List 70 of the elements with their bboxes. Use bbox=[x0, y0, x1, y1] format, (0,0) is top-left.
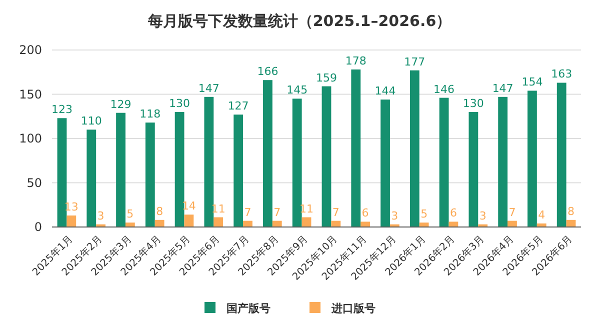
bar bbox=[145, 122, 155, 227]
data-label: 154 bbox=[522, 76, 543, 89]
bar bbox=[528, 90, 537, 227]
bar bbox=[154, 220, 164, 227]
data-label: 7 bbox=[244, 206, 252, 219]
bar bbox=[322, 86, 332, 227]
data-label: 123 bbox=[51, 103, 72, 116]
bar bbox=[263, 80, 272, 227]
bar bbox=[351, 69, 361, 227]
data-label: 7 bbox=[332, 206, 340, 219]
bar bbox=[380, 100, 390, 227]
bar bbox=[125, 222, 135, 227]
data-label: 4 bbox=[538, 208, 546, 222]
bar bbox=[419, 222, 429, 227]
data-label: 177 bbox=[404, 55, 426, 68]
data-label: 147 bbox=[492, 82, 514, 95]
data-label: 8 bbox=[568, 204, 575, 218]
data-label: 5 bbox=[126, 208, 134, 221]
bar bbox=[292, 98, 302, 227]
legend-label: 国产版号 bbox=[226, 302, 270, 315]
data-label: 144 bbox=[374, 84, 396, 98]
bar bbox=[66, 215, 76, 227]
y-tick-label: 50 bbox=[26, 176, 42, 190]
y-tick-label: 200 bbox=[19, 43, 42, 58]
data-label: 6 bbox=[450, 206, 457, 220]
bar bbox=[498, 96, 508, 227]
bar bbox=[360, 222, 370, 227]
data-label: 3 bbox=[391, 209, 398, 222]
data-label: 147 bbox=[198, 82, 220, 95]
bar bbox=[410, 70, 420, 227]
data-label: 130 bbox=[462, 96, 484, 110]
data-label: 146 bbox=[434, 82, 455, 96]
data-label: 7 bbox=[274, 206, 281, 219]
data-label: 127 bbox=[228, 100, 249, 113]
bar bbox=[116, 112, 126, 227]
bar bbox=[439, 98, 449, 227]
data-label: 178 bbox=[345, 54, 366, 68]
data-label: 8 bbox=[156, 204, 164, 218]
bar bbox=[214, 217, 224, 227]
bar bbox=[508, 220, 517, 227]
data-label: 110 bbox=[80, 114, 102, 128]
bar bbox=[184, 214, 194, 227]
bar bbox=[448, 222, 458, 227]
bar bbox=[331, 220, 341, 227]
y-tick-label: 100 bbox=[19, 132, 42, 146]
data-label: 166 bbox=[257, 65, 278, 78]
data-label: 3 bbox=[479, 209, 486, 222]
bar bbox=[57, 118, 67, 227]
bar bbox=[204, 96, 214, 227]
bar bbox=[243, 220, 252, 227]
bar bbox=[234, 114, 244, 227]
data-label: 159 bbox=[316, 71, 337, 84]
bar bbox=[468, 112, 478, 227]
data-label: 145 bbox=[286, 84, 308, 97]
bar bbox=[272, 220, 282, 227]
data-label: 3 bbox=[97, 209, 104, 222]
data-label: 5 bbox=[420, 208, 428, 221]
data-label: 163 bbox=[551, 68, 572, 81]
data-label: 129 bbox=[110, 98, 132, 111]
chart-title: 每月版号下发数量统计（2025.1–2026.6） bbox=[146, 12, 452, 30]
data-label: 118 bbox=[140, 108, 161, 121]
bar bbox=[174, 112, 184, 227]
data-label: 7 bbox=[508, 206, 516, 219]
bar bbox=[86, 130, 96, 227]
bar bbox=[556, 82, 566, 227]
data-label: 130 bbox=[169, 96, 190, 110]
y-tick-label: 150 bbox=[19, 87, 42, 102]
y-tick-label: 0 bbox=[34, 220, 42, 234]
data-label: 6 bbox=[362, 206, 369, 220]
legend-label: 进口版号 bbox=[330, 302, 376, 315]
